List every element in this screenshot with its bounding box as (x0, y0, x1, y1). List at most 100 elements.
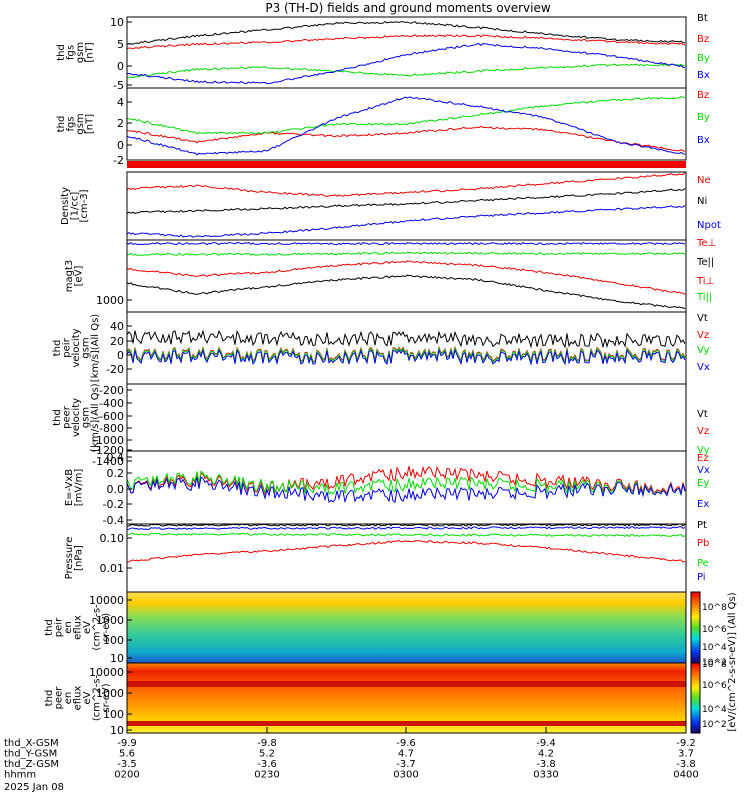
efield-ylabel-line: [mV/m] (74, 469, 85, 507)
y-tick-label: -800 (99, 422, 124, 435)
peer-spectrogram-ylabel-line: peer (54, 686, 65, 710)
y-tick-label: 5 (117, 38, 124, 51)
xaxis-value: -9.8 (257, 738, 277, 749)
xaxis-value: -9.9 (117, 738, 137, 749)
y-tick-label: 2 (117, 117, 124, 130)
xaxis-value: -9.2 (676, 738, 696, 749)
temperature-series-Te|| (126, 251, 686, 256)
colorbar-tick: 10^6 (702, 681, 727, 691)
xaxis-value: -3.7 (396, 759, 416, 770)
density-ylabel-line: [cm-3] (79, 189, 90, 222)
density-frame (126, 171, 687, 241)
colorbar-upper (690, 591, 701, 664)
xaxis-row-label: thd_Z-GSM (4, 759, 59, 770)
fgs-dsl-series-Bx (126, 96, 686, 156)
peer-velocity-ylabel-line: peer (62, 405, 73, 429)
time-axis: thd_X-GSM -9.9 -9.8 -9.6 -9.4 -9.2 thd_Y-GSM 5.… (4, 727, 699, 793)
y-tick-label: 1000 (96, 294, 124, 307)
pressure-series-Pi (126, 525, 686, 531)
fgs-legend-By: By (697, 53, 710, 64)
peir-velocity-series-Vx (126, 348, 686, 366)
density-series-Ne (126, 172, 686, 197)
peir-spectrogram-ylabel-line: thd (44, 619, 55, 636)
efield-panel: 0.4 0.2 0.0 -0.2 -0.4 E=-VxB[mV/m] Ez Ey Ex (64, 450, 709, 527)
density-series-Ni (126, 188, 686, 214)
xaxis-value: 0200 (114, 770, 139, 781)
xaxis-value: -3.8 (676, 759, 696, 770)
fgs-dsl-legend-Bx: Bx (697, 135, 710, 146)
peir-velocity-ylabel-line: gsm (81, 337, 92, 358)
xaxis-value: 0230 (254, 770, 279, 781)
temperature-legend-Te||: Te|| (696, 257, 714, 268)
peir-spectrogram-ylabel-line: sr-eV) (101, 613, 112, 642)
xaxis-date: 2025 Jan 08 (4, 782, 64, 793)
pressure-series-Pt (126, 523, 686, 527)
temperature-legend-Te⊥: Te⊥ (696, 238, 716, 249)
temperature-legend-Ti⊥: Ti⊥ (696, 276, 714, 287)
panels: 1050-5thdfgsgsm[nT]BtBzByBx420-2thdfgsgs… (44, 13, 721, 737)
pressure-legend-Pe: Pe (697, 558, 709, 569)
peer-spectrogram-band (127, 681, 686, 687)
xaxis-value: 0400 (673, 770, 698, 781)
density-legend-Ne: Ne (697, 175, 711, 186)
peer-spectrogram-band (127, 721, 686, 726)
colorbar-tick: 10^8 (702, 603, 727, 613)
peir-velocity-series-Vt (126, 329, 686, 349)
fgs-dsl-legend-Bz: Bz (697, 90, 709, 101)
peer-spectrogram-ylabel-line: (cm^2-s- (92, 674, 103, 721)
xaxis-value: -3.8 (536, 759, 556, 770)
peir-spectrogram-ylabel-line: (cm^2-s- (92, 604, 103, 651)
fgs-dsl-series-Bz (126, 125, 686, 152)
colorbar-tick: 10^8 (702, 660, 727, 670)
xaxis-value: -9.6 (396, 738, 416, 749)
density-ylabel-line: [1/cc] (70, 192, 81, 221)
peir-velocity-legend-Vz: Vz (697, 330, 709, 341)
peir-velocity-legend-Vy: Vy (697, 345, 710, 356)
xaxis-value: 5.6 (119, 749, 135, 760)
peer-velocity-ylabel-line: velocity (71, 398, 82, 437)
colorbar-tick: 10^2 (702, 720, 727, 730)
peer-velocity-panel: -200-400-600-800-1000-1200-1400 thdpeerve… (52, 383, 710, 476)
efield-series-Ey (126, 470, 686, 497)
density-ylabel-line: Density (60, 187, 71, 225)
peer-velocity-ylabel-line: [km/s](All Qs) (90, 383, 101, 451)
y-tick-label: -600 (99, 410, 124, 423)
colorbar-tick: 10^4 (702, 705, 727, 715)
fgs-series-By (126, 63, 685, 79)
xaxis-value: 4.7 (398, 749, 414, 760)
colorbar: 10^810^610^410^210^810^610^410^2 [eV/(cm^… (690, 591, 738, 734)
pressure-ylabel-line: Pressure (64, 537, 75, 580)
y-tick-label: -1200 (92, 444, 124, 457)
peir-velocity-ylabel-line: [km/s](All Qs) (90, 314, 101, 382)
y-tick-label: -1400 (92, 455, 124, 468)
peer-spectrogram-ylabel-line: en (63, 692, 74, 705)
temperature-ylabel-line: magt3 (64, 260, 75, 293)
y-tick-label: 10 (110, 724, 124, 737)
y-tick-label: -200 (99, 384, 124, 397)
pressure-ylabel-line: [nPa] (74, 545, 85, 571)
peir-velocity-legend-Vx: Vx (697, 362, 710, 373)
y-tick-label: 10 (110, 16, 124, 29)
peer-velocity-legend-Vx: Vx (697, 465, 710, 476)
y-tick-label: 0 (117, 139, 124, 152)
pressure-legend-Pi: Pi (697, 572, 706, 583)
peir-velocity-ylabel-line: velocity (71, 328, 82, 367)
fgs-series-Bx (127, 43, 686, 85)
fgs-dsl-ylabel-line: fgs (66, 116, 77, 131)
y-tick-label: -400 (99, 397, 124, 410)
efield-legend-Ey: Ey (697, 478, 709, 489)
peir-spectrogram-ylabel-line: en (63, 621, 74, 634)
efield-ylabel-line: E=-VxB (64, 469, 75, 506)
y-tick-label: 0.2 (107, 467, 125, 480)
pressure-legend-Pt: Pt (697, 520, 707, 531)
y-tick-label: 100 (103, 708, 124, 721)
efield-legend-Ex: Ex (697, 499, 709, 510)
y-tick-label: 1000 (96, 687, 124, 700)
y-tick-label: -0.4 (103, 514, 124, 527)
fgs-ylabel-line: thd (56, 44, 67, 61)
xaxis-value: 4.2 (538, 749, 554, 760)
